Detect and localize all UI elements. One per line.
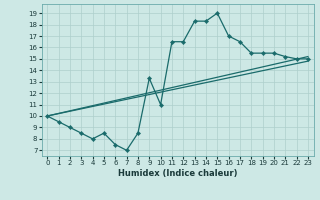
- X-axis label: Humidex (Indice chaleur): Humidex (Indice chaleur): [118, 169, 237, 178]
